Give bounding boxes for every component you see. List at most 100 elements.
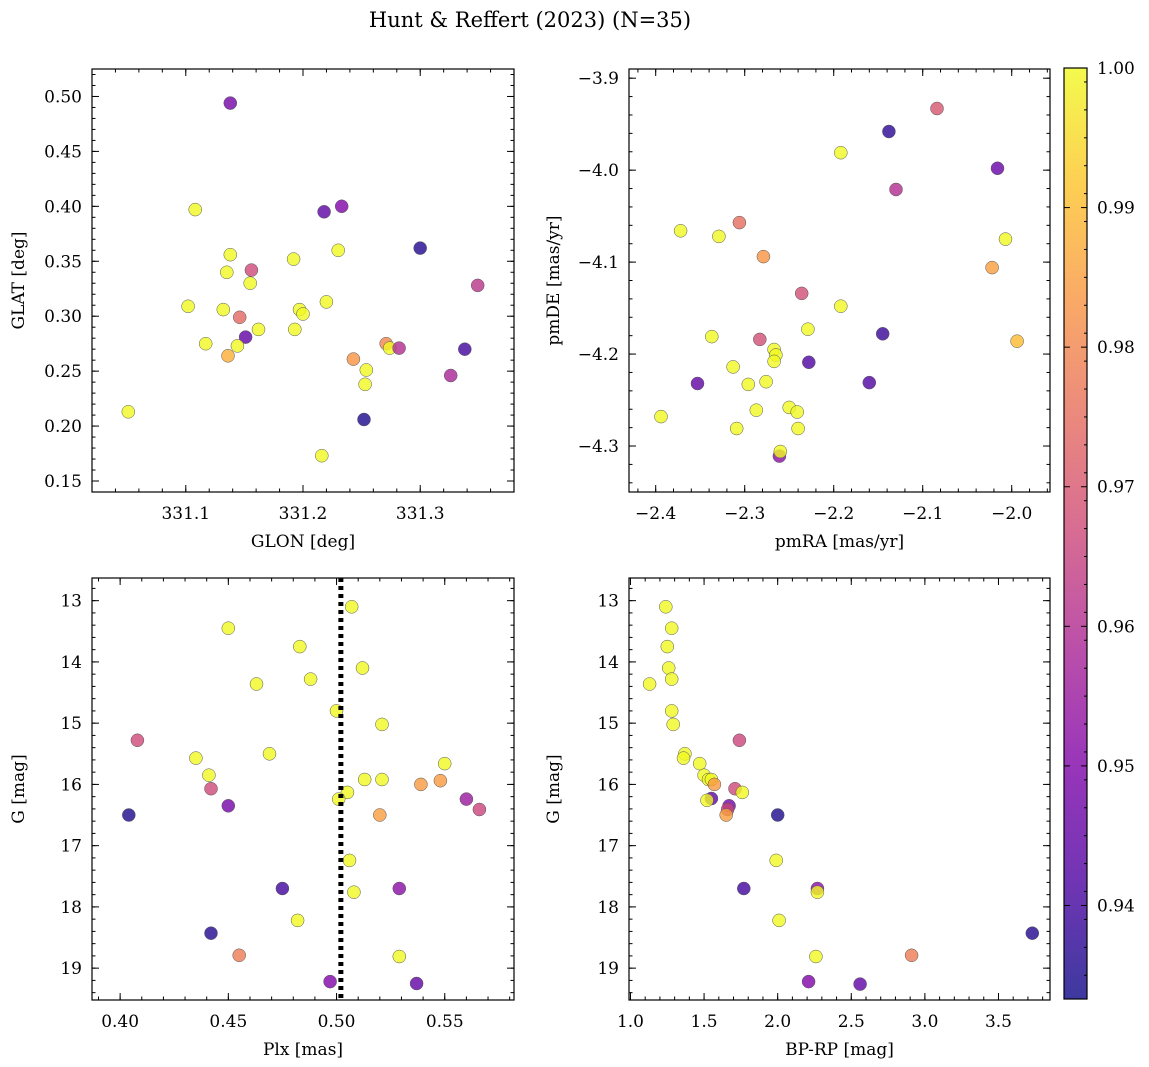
- panel-glon-glat-ytick-label: 0.35: [44, 252, 82, 272]
- panel-bprp-g: 1.0 1.5 2.0 2.5 3.0 3.5 13 14 15 16 17 18 19 BP-RP […: [544, 577, 1051, 1060]
- panel-glon-glat-ytick-label: 0.40: [44, 197, 82, 217]
- panel-plx-g-point-10: [189, 751, 203, 765]
- panel-plx-g-point-0: [344, 600, 359, 614]
- panel-plx-g: 0.40 0.45 0.50 0.55 13 14 15 16 17 18 19 Plx [mas]…: [9, 577, 515, 1060]
- panel-pmra-pmde-ticks: [629, 69, 1050, 492]
- panel-pmra-pmde-point-11: [794, 286, 809, 301]
- panel-plx-g-point-20: [459, 792, 474, 806]
- panel-glon-glat-point-21: [198, 336, 213, 351]
- panel-plx-g-ytick-label: 18: [60, 898, 82, 918]
- panel-bprp-g-point-25: [737, 881, 751, 896]
- panel-plx-g-tick-labels: 0.40 0.45 0.50 0.55 13 14 15 16 17 18 19: [60, 592, 463, 1032]
- panel-bprp-g-xtick-label: 3.5: [985, 1012, 1012, 1032]
- panel-plx-g-point-3: [355, 661, 370, 675]
- panel-pmra-pmde-point-30: [654, 409, 668, 424]
- panel-glon-glat-points: [121, 96, 485, 463]
- panel-plx-g-point-12: [202, 768, 216, 782]
- panel-pmra-pmde-ytick-label: −4.2: [578, 345, 619, 365]
- panel-plx-g-point-17: [204, 781, 218, 796]
- panel-glon-glat-point-31: [443, 368, 458, 383]
- panel-glon-glat: 331.1 331.2 331.3 0.15 0.20 0.25 0.30 0.35 0.40 0…: [9, 68, 515, 552]
- panel-glon-glat-point-27: [392, 341, 406, 355]
- colorbar: 0.94 0.95 0.96 0.97 0.98 0.99 1.00: [1063, 59, 1135, 1000]
- panel-plx-g-point-14: [375, 772, 389, 787]
- panel-glon-glat-point-7: [244, 263, 259, 277]
- panel-bprp-g-ytick-label: 13: [597, 592, 619, 612]
- panel-glon-glat-ticks: [91, 69, 515, 493]
- panel-glon-glat-point-30: [358, 377, 372, 392]
- panel-plx-g-point-30: [204, 926, 218, 940]
- panel-plx-g-point-11: [437, 756, 452, 771]
- panel-plx-g-ytick-label: 17: [60, 837, 82, 857]
- panel-pmra-pmde-point-10: [985, 260, 999, 275]
- colorbar-ticks: 0.94 0.95 0.96 0.97 0.98 0.99 1.00: [1064, 59, 1135, 976]
- panel-bprp-g-point-7: [666, 717, 680, 732]
- panel-pmra-pmde-point-13: [801, 322, 815, 336]
- panel-glon-glat-point-11: [470, 278, 485, 293]
- panel-pmra-pmde-point-15: [705, 329, 719, 344]
- colorbar-tick-label: 1.00: [1097, 59, 1135, 79]
- panel-pmra-pmde-ytick-label: −4.1: [578, 253, 619, 273]
- panel-glon-glat-point-23: [221, 349, 235, 363]
- panel-bprp-g-xtick-label: 1.0: [617, 1012, 644, 1032]
- panel-pmra-pmde-ylabel: pmDE [mas/yr]: [544, 215, 564, 345]
- panel-plx-g-point-13: [357, 772, 372, 787]
- panel-bprp-g-point-24: [769, 853, 783, 868]
- panel-pmra-pmde-point-22: [726, 360, 740, 374]
- panel-bprp-g-point-27: [810, 885, 825, 899]
- panel-pmra-pmde-point-0: [930, 101, 944, 116]
- panel-plx-g-xlabel: Plx [mas]: [263, 1040, 343, 1060]
- panel-pmra-pmde-ytick-label: −3.9: [578, 69, 619, 89]
- panel-plx-g-point-4: [303, 672, 318, 686]
- panel-plx-g-ytick-label: 15: [60, 714, 82, 734]
- panel-pmra-pmde-ytick-label: −4.3: [578, 437, 619, 457]
- panel-bprp-g-point-22: [719, 808, 733, 822]
- panel-glon-glat-point-4: [413, 241, 427, 255]
- panel-plx-g-points: [122, 600, 487, 991]
- panel-bprp-g-xtick-label: 1.5: [691, 1012, 718, 1032]
- panel-pmra-pmde-point-29: [790, 405, 804, 419]
- panel-pmra-pmde-xtick-label: −2.0: [991, 504, 1032, 524]
- panel-bprp-g-point-17: [735, 785, 750, 800]
- panel-plx-g-point-21: [221, 799, 236, 813]
- panel-bprp-g-ytick-label: 16: [597, 775, 619, 795]
- panel-pmra-pmde-xtick-label: −2.2: [813, 504, 854, 524]
- panel-pmra-pmde-point-14: [875, 327, 890, 341]
- panel-plx-g-point-27: [392, 881, 407, 896]
- panel-bprp-g-xtick-label: 2.0: [764, 1012, 791, 1032]
- panel-bprp-g-point-29: [1025, 926, 1040, 940]
- panel-plx-g-point-22: [472, 802, 487, 817]
- panel-glon-glat-ytick-label: 0.45: [44, 142, 82, 162]
- panel-glon-glat-point-33: [357, 412, 371, 427]
- panel-pmra-pmde: −2.4 −2.3 −2.2 −2.1 −2.0 −4.3 −4.2 −4.1 −4.0 −3.9…: [544, 68, 1051, 552]
- panel-glon-glat-point-0: [223, 96, 238, 110]
- panel-plx-g-point-15: [433, 773, 448, 788]
- panel-glon-glat-ytick-label: 0.25: [44, 362, 82, 382]
- panel-plx-g-xtick-label: 0.55: [426, 1012, 464, 1032]
- panel-glon-glat-xtick-label: 331.2: [279, 504, 328, 524]
- panel-glon-glat-point-32: [121, 405, 136, 419]
- panel-glon-glat-point-22: [230, 339, 245, 353]
- panel-bprp-g-ytick-label: 14: [597, 653, 619, 673]
- panel-pmra-pmde-point-27: [749, 403, 764, 417]
- panel-plx-g-xtick-label: 0.40: [101, 1012, 139, 1032]
- panel-plx-g-point-25: [342, 853, 357, 868]
- panel-glon-glat-xtick-label: 331.3: [396, 504, 445, 524]
- panel-pmra-pmde-point-25: [741, 377, 756, 392]
- panel-bprp-g-point-0: [659, 600, 673, 614]
- panel-bprp-g-ytick-label: 15: [597, 714, 619, 734]
- panel-plx-g-point-23: [122, 808, 136, 822]
- panel-pmra-pmde-point-8: [998, 232, 1013, 246]
- panel-plx-g-ylabel: G [mag]: [9, 754, 29, 823]
- panel-bprp-g-point-19: [700, 793, 714, 808]
- panel-bprp-g-ytick-label: 18: [597, 898, 619, 918]
- panel-bprp-g-point-15: [707, 777, 722, 792]
- panel-plx-g-ytick-label: 13: [60, 592, 82, 612]
- panel-glon-glat-point-6: [220, 265, 234, 280]
- panel-glon-glat-point-12: [181, 299, 195, 314]
- panel-glon-glat-point-9: [331, 243, 345, 258]
- panel-glon-glat-point-17: [319, 295, 334, 309]
- panel-bprp-g-point-33: [853, 977, 867, 991]
- panel-plx-g-point-29: [290, 913, 305, 928]
